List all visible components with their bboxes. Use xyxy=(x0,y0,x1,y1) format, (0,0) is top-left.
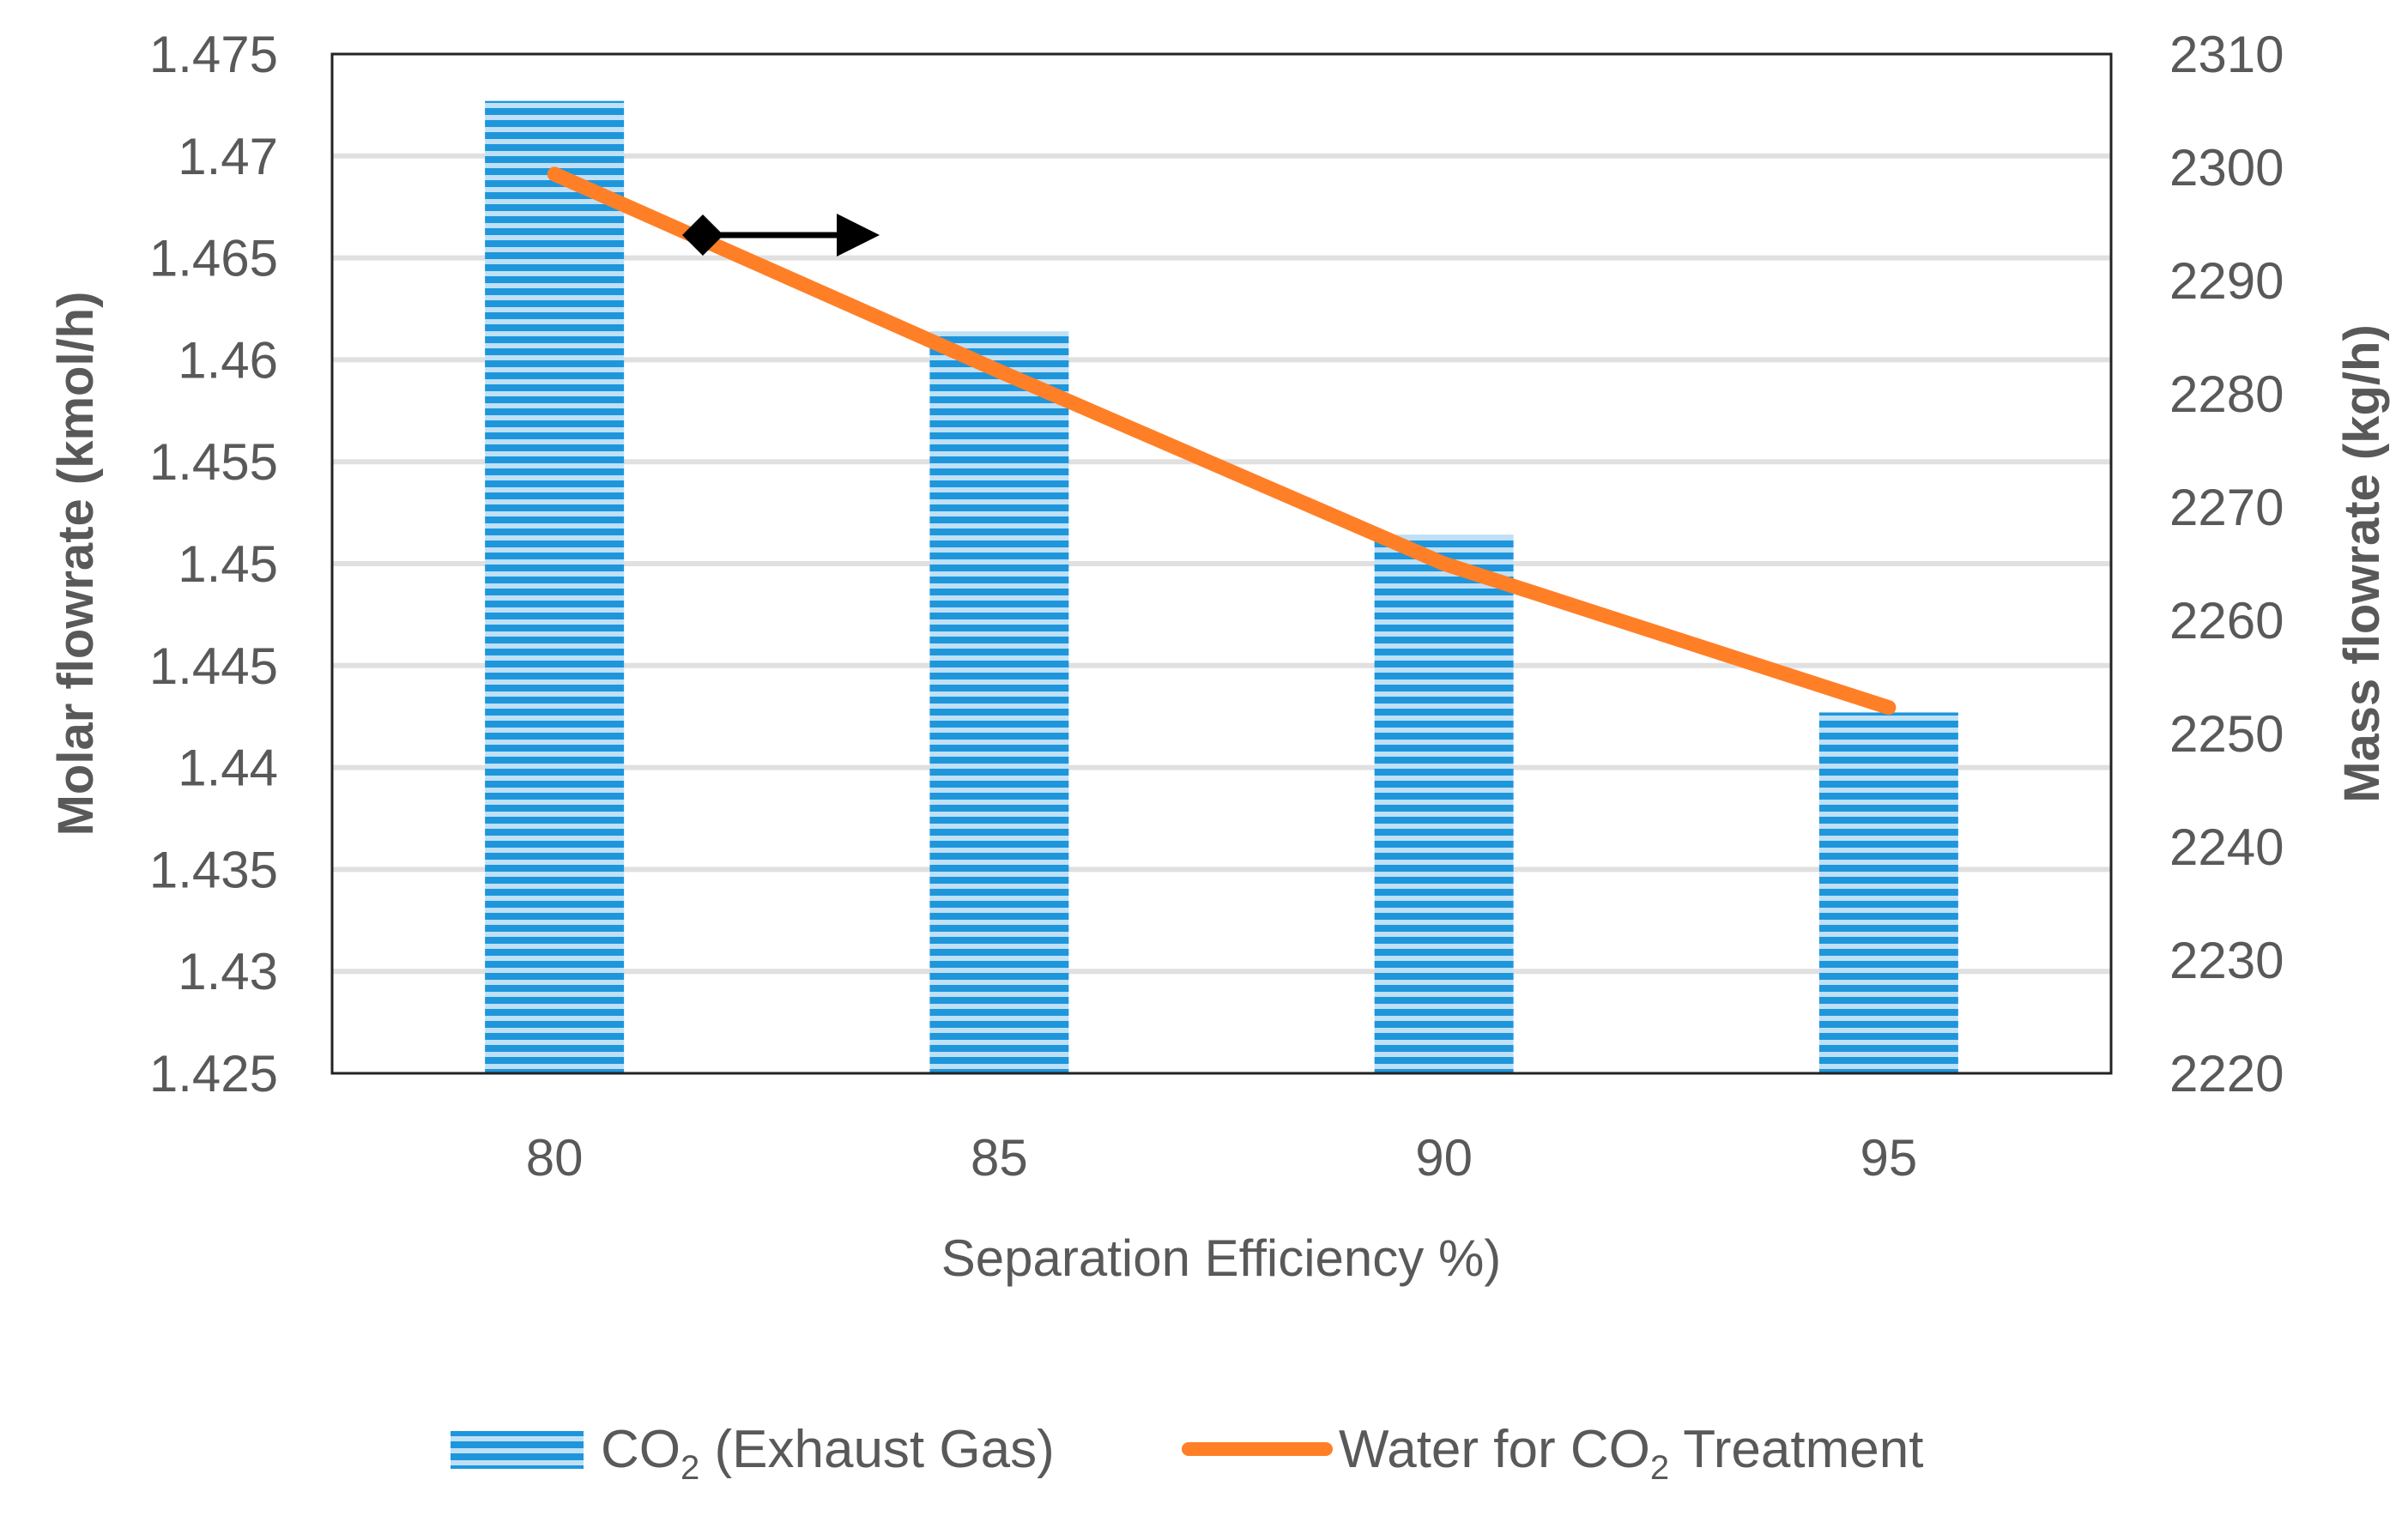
x-axis-title: Separation Efficiency %) xyxy=(941,1229,1502,1287)
y-left-tick-label: 1.45 xyxy=(178,535,278,593)
y-left-tick-label: 1.44 xyxy=(178,740,278,797)
y-axis-left-title: Molar flowrate (kmol/h) xyxy=(48,292,104,836)
y-right-tick-label: 2230 xyxy=(2169,932,2284,989)
legend-swatch-bar xyxy=(451,1431,584,1469)
y-left-tick-label: 1.435 xyxy=(149,841,278,898)
diamond-marker-icon xyxy=(682,214,723,256)
y-axis-right-title: Mass flowrate (kg/h) xyxy=(2334,324,2390,803)
y-left-tick-label: 1.47 xyxy=(178,128,278,185)
bar-co2-90 xyxy=(1374,534,1514,1073)
bar-co2-95 xyxy=(1818,712,1958,1073)
bar-co2-85 xyxy=(929,331,1069,1073)
y-left-tick-label: 1.475 xyxy=(149,26,278,83)
y-left-tick-label: 1.46 xyxy=(178,331,278,389)
y-right-tick-label: 2270 xyxy=(2169,479,2284,536)
bar-co2-80 xyxy=(485,100,625,1074)
right-axis-ticks: 2220 2230 2240 2250 2260 2270 2280 2290 2300 2310 xyxy=(2169,26,2284,1102)
y-right-tick-label: 2300 xyxy=(2169,139,2284,196)
x-tick-label: 80 xyxy=(526,1129,584,1187)
y-right-tick-label: 2310 xyxy=(2169,26,2284,83)
x-tick-label: 90 xyxy=(1415,1129,1473,1187)
y-right-tick-label: 2220 xyxy=(2169,1045,2284,1102)
plot-area-frame xyxy=(330,52,2113,1075)
bars xyxy=(485,100,1958,1074)
y-right-tick-label: 2260 xyxy=(2169,592,2284,649)
x-tick-label: 85 xyxy=(971,1129,1028,1187)
y-right-tick-label: 2290 xyxy=(2169,252,2284,310)
left-axis-ticks: 1.425 1.43 1.435 1.44 1.445 1.45 1.455 1.46 1.46… xyxy=(149,26,278,1102)
legend-label-water: Water for CO2 Treatment xyxy=(1339,1420,1923,1487)
y-left-tick-label: 1.445 xyxy=(149,637,278,695)
axis-arrow-annotation xyxy=(682,214,880,257)
y-right-tick-label: 2250 xyxy=(2169,705,2284,763)
legend: CO2 (Exhaust Gas) Water for CO2 Treatmen… xyxy=(451,1420,1923,1487)
y-left-tick-label: 1.455 xyxy=(149,433,278,491)
line-water xyxy=(547,166,1897,716)
y-left-tick-label: 1.425 xyxy=(149,1045,278,1102)
y-left-tick-label: 1.43 xyxy=(178,943,278,1000)
arrow-head-icon xyxy=(837,214,880,257)
y-right-tick-label: 2240 xyxy=(2169,818,2284,876)
line-series xyxy=(547,166,1897,716)
y-right-tick-label: 2280 xyxy=(2169,365,2284,423)
x-tick-label: 95 xyxy=(1860,1129,1918,1187)
x-axis-ticks: 80 85 90 95 xyxy=(526,1129,1918,1187)
y-left-tick-label: 1.465 xyxy=(149,230,278,287)
legend-label-co2: CO2 (Exhaust Gas) xyxy=(601,1420,1055,1487)
